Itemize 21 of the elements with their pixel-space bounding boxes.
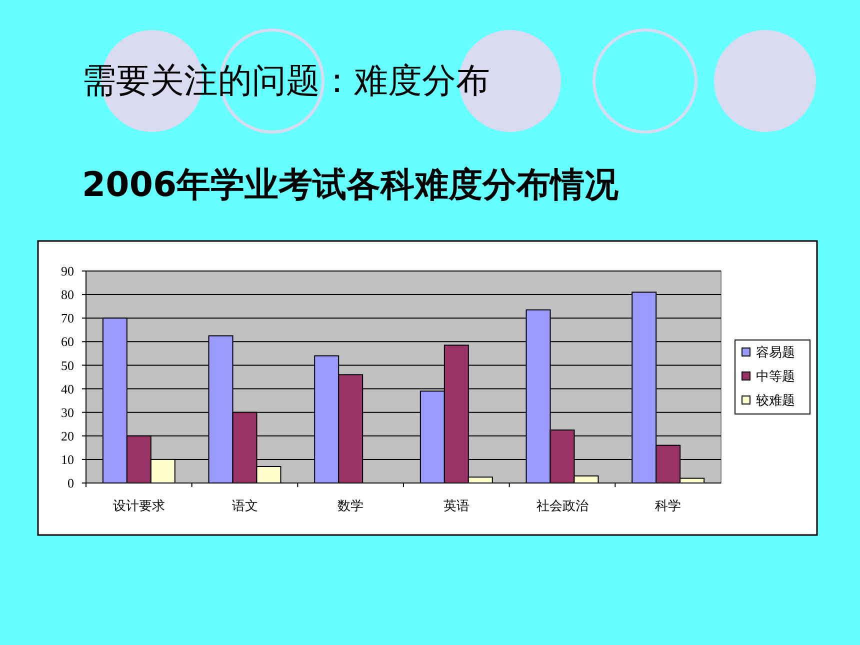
y-tick-label: 30 — [61, 404, 74, 420]
x-tick-label: 设计要求 — [112, 499, 165, 514]
y-tick-label: 90 — [61, 264, 74, 279]
y-tick-label: 40 — [61, 381, 74, 396]
y-tick-label: 60 — [61, 334, 74, 350]
x-tick-label: 科学 — [655, 499, 682, 514]
x-tick-label: 社会政治 — [536, 499, 588, 514]
y-tick-label: 50 — [61, 358, 74, 373]
x-tick-label: 语文 — [232, 499, 258, 514]
y-tick-label: 20 — [61, 428, 74, 444]
y-tick-label: 70 — [61, 310, 74, 326]
y-tick-label: 0 — [68, 476, 74, 491]
y-tick-label: 80 — [61, 287, 74, 302]
legend-label: 中等题 — [756, 370, 795, 385]
legend-label: 容易题 — [756, 344, 795, 361]
chart-subtitle: 2006年学业考试各科难度分布情况 — [82, 165, 620, 205]
chart-title: 需要关注的问题：难度分布 — [82, 61, 490, 101]
legend-label: 较难题 — [756, 394, 795, 409]
x-tick-label: 英语 — [443, 499, 470, 514]
x-tick-label: 数学 — [338, 499, 364, 514]
y-tick-label: 10 — [61, 452, 74, 467]
